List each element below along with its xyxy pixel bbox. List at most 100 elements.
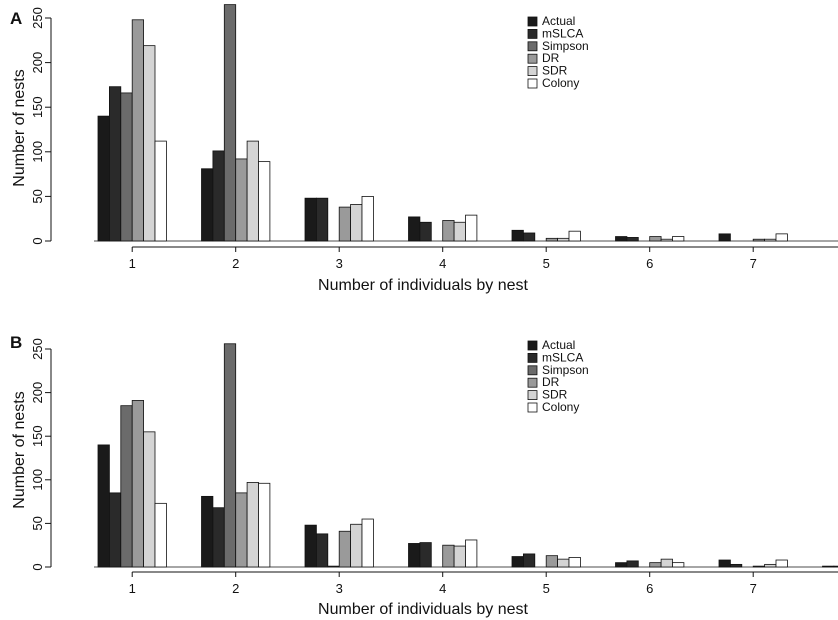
panel-b-bar-mslca <box>833 565 838 568</box>
panel-a-legend-swatch-actual <box>527 16 538 27</box>
panel-b-letter: B <box>10 333 22 352</box>
panel-b-bar-simpson <box>120 405 133 568</box>
panel-a-bar-mslca <box>315 197 329 242</box>
panel-b-bar-sdr <box>764 563 777 568</box>
panel-b-bar-actual <box>615 562 628 568</box>
panel-b-x-tick-label: 4 <box>439 581 446 596</box>
panel-a-y-tick-label: 200 <box>30 52 45 74</box>
panel-a-bar-sdr <box>246 140 259 242</box>
panel-b-bar-dr <box>338 530 352 568</box>
panel-b-bar-sdr <box>350 523 363 568</box>
panel-b-bar-colony <box>361 518 374 568</box>
panel-a-y-tick-label: 50 <box>30 189 45 203</box>
panel-a-bar-sdr <box>453 221 466 242</box>
panel-b-bar-dr <box>752 565 766 568</box>
panel-a-y-axis-title: Number of nests <box>11 69 28 186</box>
panel-a-bar-colony <box>258 161 271 242</box>
panel-b-bar-dr <box>235 492 248 568</box>
panel-a-x-tick-label: 6 <box>646 256 653 271</box>
panel-b-x-tick-label: 7 <box>750 581 757 596</box>
panel-a-bar-colony <box>361 195 374 242</box>
panel-a-bar-actual <box>201 168 214 242</box>
panel-a-bar-dr <box>545 237 559 242</box>
panel-a-x-tick-label: 7 <box>750 256 757 271</box>
panel-b-bar-dr <box>649 562 662 568</box>
panel-b: B Number of individuals by nest Number o… <box>10 333 838 618</box>
panel-a-legend-label-actual: Actual <box>542 14 575 28</box>
panel-a-bar-simpson <box>120 92 133 242</box>
panel-a-legend-swatch-simpson <box>527 41 538 52</box>
panel-a-bar-dr <box>131 19 144 242</box>
panel-a-bar-mslca <box>626 237 639 242</box>
panel-b-bar-actual <box>822 565 835 568</box>
panel-a-letter: A <box>10 9 22 28</box>
panel-a-bar-mslca <box>109 86 122 242</box>
panel-b-bar-mslca <box>523 553 536 568</box>
panel-a-bar-sdr <box>143 45 156 242</box>
panel-b-legend-swatch-actual <box>527 340 538 351</box>
panel-b-bar-sdr <box>453 545 466 568</box>
panel-a-bar-simpson <box>223 4 237 242</box>
panel-b-legend-label-mslca: mSLCA <box>542 350 583 364</box>
panel-a-legend-swatch-dr <box>527 53 538 64</box>
panel-a: A Number of individuals by nest Number o… <box>10 4 838 294</box>
panel-b-legend-label-colony: Colony <box>542 400 579 414</box>
panel-b-bar-mslca <box>730 563 743 568</box>
panel-a-legend-label-simpson: Simpson <box>542 39 589 53</box>
panel-a-legend-swatch-mslca <box>527 28 538 39</box>
panel-a-legend-label-colony: Colony <box>542 76 579 90</box>
panel-a-bar-actual <box>511 229 524 242</box>
panel-b-bar-actual <box>718 559 731 568</box>
panel-b-bar-mslca <box>626 560 639 568</box>
panel-a-x-axis-title: Number of individuals by nest <box>318 277 528 294</box>
panel-a-bar-actual <box>304 197 317 242</box>
panel-b-bar-actual <box>511 556 524 568</box>
panel-b-bar-colony <box>258 482 271 568</box>
panel-a-bar-actual <box>615 236 628 242</box>
panel-b-legend-swatch-colony <box>527 402 538 413</box>
panel-a-bar-colony <box>465 214 478 242</box>
panel-b-bar-actual <box>408 543 421 568</box>
panel-a-legend-swatch-colony <box>527 78 538 89</box>
panel-b-bar-mslca <box>212 507 225 568</box>
panel-b-y-tick-label: 100 <box>30 469 45 491</box>
panel-b-bar-actual <box>304 524 317 568</box>
panel-b-x-tick-label: 3 <box>336 581 343 596</box>
panel-b-y-tick-label: 50 <box>30 516 45 530</box>
panel-a-y-tick-label: 150 <box>30 96 45 118</box>
panel-b-x-tick-label: 1 <box>129 581 136 596</box>
panel-b-bar-colony <box>775 559 788 568</box>
panel-a-bar-sdr <box>764 238 777 242</box>
panel-b-bar-dr <box>545 555 559 568</box>
panel-a-y-tick-label: 100 <box>30 141 45 163</box>
panel-b-legend-label-actual: Actual <box>542 338 575 352</box>
panel-b-bar-dr <box>131 400 144 568</box>
panel-a-bar-sdr <box>350 204 363 242</box>
panel-b-legend-swatch-mslca <box>527 352 538 363</box>
panel-a-bar-mslca <box>419 221 432 242</box>
panel-b-bar-dr <box>442 544 455 568</box>
panel-b-y-tick-label: 0 <box>30 563 45 570</box>
panel-b-bar-colony <box>672 562 685 568</box>
panel-b-bar-sdr <box>660 558 673 568</box>
panel-a-legend-swatch-sdr <box>527 66 538 76</box>
panel-a-bar-mslca <box>212 150 225 242</box>
panel-b-legend-label-dr: DR <box>542 375 560 389</box>
panel-b-legend-swatch-dr <box>527 377 538 388</box>
panel-a-bar-dr <box>649 236 662 242</box>
panel-a-x-tick-label: 5 <box>543 256 550 271</box>
panel-b-bar-colony <box>154 502 167 568</box>
panel-b-y-axis-title: Number of nests <box>11 391 28 508</box>
panel-a-legend-label-dr: DR <box>542 51 560 65</box>
panel-b-bar-simpson <box>327 565 340 568</box>
panel-b-bar-simpson <box>223 343 237 568</box>
panel-a-x-tick-label: 1 <box>129 256 136 271</box>
panel-b-y-tick-label: 250 <box>30 338 45 360</box>
panel-b-bar-actual <box>201 495 214 568</box>
panel-a-bar-colony <box>154 140 167 242</box>
panel-b-legend-swatch-sdr <box>527 390 538 401</box>
panel-a-bar-sdr <box>557 237 570 242</box>
panel-b-y-tick-label: 200 <box>30 382 45 404</box>
panel-a-bar-colony <box>672 236 685 242</box>
